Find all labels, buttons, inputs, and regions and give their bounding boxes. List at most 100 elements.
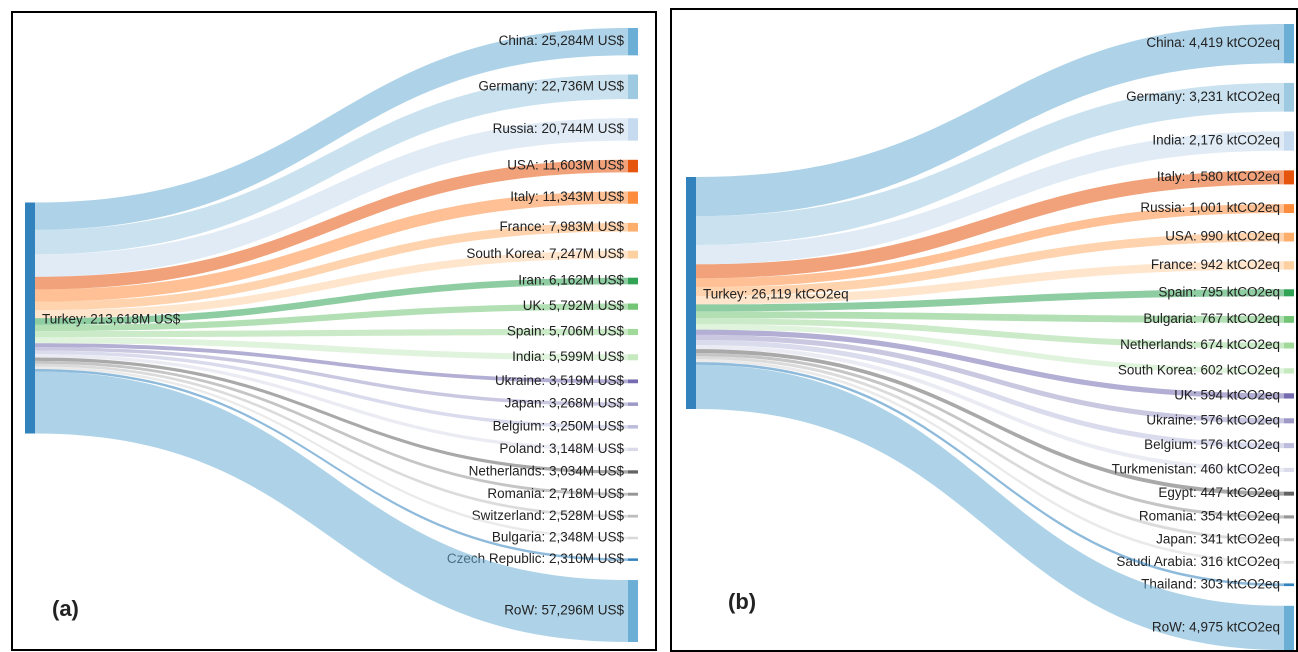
flow-link xyxy=(696,324,1284,374)
target-label: Ukraine: 576 ktCO2eq xyxy=(1146,412,1280,427)
flow-link xyxy=(35,328,628,338)
target-node xyxy=(1284,443,1294,449)
target-node xyxy=(628,354,638,361)
target-label: Germany: 22,736M US$ xyxy=(478,78,624,93)
target-label: Japan: 3,268M US$ xyxy=(505,396,625,411)
flow-link xyxy=(35,277,628,325)
target-node xyxy=(1284,467,1294,472)
target-label: Romania: 354 ktCO2eq xyxy=(1139,508,1280,523)
source-node xyxy=(686,177,696,409)
target-node xyxy=(628,447,638,452)
target-node xyxy=(1284,393,1294,399)
flow-link xyxy=(696,349,1284,496)
target-label: Egypt: 447 ktCO2eq xyxy=(1158,485,1280,500)
target-node xyxy=(1284,583,1294,587)
flow-link xyxy=(35,357,628,474)
target-node xyxy=(628,222,638,232)
target-label: Russia: 1,001 ktCO2eq xyxy=(1140,200,1280,215)
flow-link xyxy=(696,339,1284,449)
target-node xyxy=(628,191,638,204)
target-label: RoW: 57,296M US$ xyxy=(504,603,624,618)
flow-link xyxy=(35,337,628,361)
target-label: Turkmenistan: 460 ktCO2eq xyxy=(1112,461,1280,476)
target-node xyxy=(628,425,638,429)
flow-link xyxy=(35,366,628,540)
target-label: Belgium: 576 ktCO2eq xyxy=(1144,437,1280,452)
panel-label: (a) xyxy=(52,596,79,621)
flow-link xyxy=(696,204,1284,288)
flow-link xyxy=(696,232,1284,296)
target-node xyxy=(1284,316,1294,323)
flow-link xyxy=(35,159,628,290)
target-label: India: 2,176 ktCO2eq xyxy=(1152,133,1280,148)
flow-link xyxy=(35,74,628,255)
flow-link xyxy=(35,347,628,406)
flow-link xyxy=(696,345,1284,472)
flow-link xyxy=(696,289,1284,312)
target-label: Netherlands: 674 ktCO2eq xyxy=(1120,337,1280,352)
target-node xyxy=(628,558,638,561)
target-node xyxy=(1284,342,1294,349)
target-label: Bulgaria: 767 ktCO2eq xyxy=(1143,311,1280,326)
target-label: France: 942 ktCO2eq xyxy=(1151,257,1280,272)
target-node xyxy=(628,580,638,642)
target-label: France: 7,983M US$ xyxy=(499,219,624,234)
target-node xyxy=(628,514,638,518)
target-label: Germany: 3,231 ktCO2eq xyxy=(1126,89,1280,104)
flow-link xyxy=(35,369,628,561)
flow-link xyxy=(696,364,1284,650)
target-node xyxy=(628,379,638,384)
target-node xyxy=(1284,418,1294,424)
target-node xyxy=(628,74,638,100)
target-label: Iran: 6,162M US$ xyxy=(518,273,624,288)
flow-link xyxy=(696,131,1284,265)
target-label: Spain: 5,706M US$ xyxy=(507,324,625,339)
target-label: Bulgaria: 2,348M US$ xyxy=(492,530,625,545)
target-label: USA: 990 ktCO2eq xyxy=(1165,229,1280,244)
target-node xyxy=(1284,131,1294,151)
target-label: USA: 11,603M US$ xyxy=(507,158,624,173)
flow-link xyxy=(35,350,628,429)
flow-link xyxy=(696,334,1284,424)
flow-link xyxy=(696,261,1284,305)
panel-frame xyxy=(670,8,1298,652)
target-node xyxy=(628,470,638,474)
target-label: India: 5,599M US$ xyxy=(512,349,624,364)
target-label: Russia: 20,744M US$ xyxy=(493,121,625,136)
target-label: Poland: 3,148M US$ xyxy=(499,441,624,456)
target-label: South Korea: 7,247M US$ xyxy=(466,246,624,261)
target-label: RoW: 4,975 ktCO2eq xyxy=(1152,619,1280,634)
target-label: China: 25,284M US$ xyxy=(499,33,625,48)
target-label: China: 4,419 ktCO2eq xyxy=(1146,35,1280,50)
target-label: Italy: 1,580 ktCO2eq xyxy=(1157,169,1280,184)
target-node xyxy=(628,402,638,406)
target-label: Thailand: 303 ktCO2eq xyxy=(1141,576,1280,591)
target-node xyxy=(1284,605,1294,650)
flow-link xyxy=(696,318,1284,349)
target-node xyxy=(628,159,638,173)
target-label: Romania: 2,718M US$ xyxy=(487,486,624,501)
flow-link xyxy=(35,118,628,277)
flow-link xyxy=(35,303,628,332)
flow-link xyxy=(696,82,1284,245)
flow-link xyxy=(696,24,1284,217)
target-node xyxy=(628,328,638,336)
flow-link xyxy=(696,362,1284,587)
flow-link xyxy=(35,222,628,311)
target-node xyxy=(1284,491,1294,496)
flow-link xyxy=(35,250,628,319)
flow-link xyxy=(35,360,628,496)
target-label: South Korea: 602 ktCO2eq xyxy=(1118,362,1280,377)
target-node xyxy=(628,492,638,496)
target-node xyxy=(1284,232,1294,242)
target-label: Spain: 795 ktCO2eq xyxy=(1158,284,1280,299)
flow-link xyxy=(696,353,1284,519)
target-label: Netherlands: 3,034M US$ xyxy=(469,464,625,479)
flow-link xyxy=(696,356,1284,542)
target-node xyxy=(1284,204,1294,214)
flow-link xyxy=(35,354,628,452)
flow-link xyxy=(35,191,628,302)
panel-label: (b) xyxy=(728,589,756,614)
target-node xyxy=(628,277,638,285)
